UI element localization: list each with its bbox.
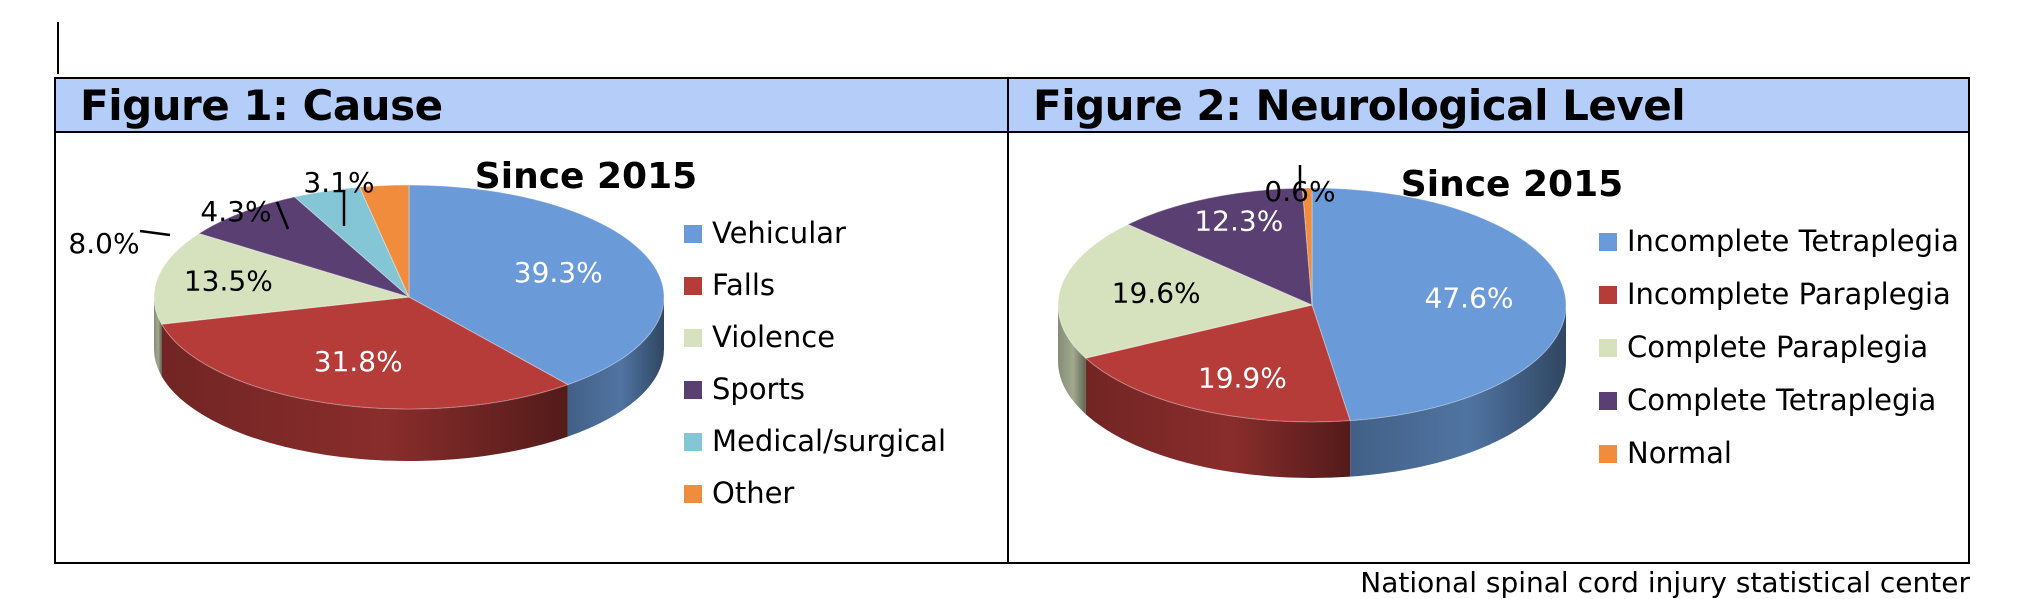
legend-label-violence: Violence [712, 320, 835, 354]
legend-label-incomplete-paraplegia: Incomplete Paraplegia [1627, 277, 1951, 311]
figure-1-chart-area: 39.3% 31.8% 13.5% 8.0% 4.3% 3.1% Since 2015 Veh… [56, 133, 1007, 562]
cause-pie-chart: 39.3% 31.8% 13.5% 8.0% 4.3% 3.1% Since 2015 Veh… [68, 156, 946, 510]
legend-swatch-sports [684, 381, 702, 399]
data-labels: 47.6% 19.9% 19.6% 12.3%0.6% [1112, 165, 1514, 394]
figure-1-panel: Figure 1: Cause 39.3% 31.8% 13.5% 8.0% 4.3% 3… [56, 79, 1009, 562]
data-label-vehicular: 39.3% [514, 256, 603, 289]
pie-slice-incomplete-tetraplegia [1311, 187, 1567, 422]
legend-label-complete-tetraplegia: Complete Tetraplegia [1627, 383, 1936, 417]
legend-swatch-normal [1599, 445, 1617, 463]
pie-slice-medical-surgical [293, 186, 410, 298]
legend: Vehicular Falls Violence Sports Medical/surg… [684, 216, 946, 510]
legend-swatch-incomplete-paraplegia [1599, 286, 1617, 304]
data-label-incomplete-tetraplegia: 47.6% [1425, 282, 1514, 315]
data-labels: 39.3% 31.8% 13.5% 8.0% 4.3% 3.1% [68, 166, 602, 378]
legend-label-medical-surgical: Medical/surgical [712, 424, 946, 458]
pie-slices [1057, 187, 1567, 423]
legend-swatch-incomplete-tetraplegia [1599, 233, 1617, 251]
pie-side-falls [161, 324, 568, 461]
text-cursor [57, 22, 59, 74]
pie-side-violence [154, 297, 162, 377]
pie-slice-complete-paraplegia [1057, 223, 1314, 359]
chart-title: Since 2015 [1401, 164, 1623, 205]
legend-swatch-medical-surgical [684, 433, 702, 451]
data-label-falls: 31.8% [314, 345, 403, 378]
neurological-level-pie-chart: 47.6%19.9%19.6%12.3%0.6% Since 2015Incomp… [1057, 164, 1959, 478]
legend-label-sports: Sports [712, 372, 805, 406]
pie-slice-complete-tetraplegia [1126, 187, 1313, 306]
legend-swatch-vehicular [684, 225, 702, 243]
data-label-medical-surgical: 4.3% [200, 195, 271, 228]
legend-label-incomplete-tetraplegia: Incomplete Tetraplegia [1627, 224, 1959, 258]
chart-title: Since 2015 [475, 156, 697, 197]
data-label-normal: 0.6% [1264, 175, 1335, 208]
source-credit: National spinal cord injury statistical … [1360, 566, 1970, 599]
pie-slice-violence [153, 232, 410, 325]
figure-2-panel: Figure 2: Neurological Level 47.6% 19.9% 1… [1009, 79, 1968, 562]
legend-swatch-violence [684, 329, 702, 347]
legend-label-other: Other [712, 476, 794, 510]
figure-2-chart-area: 47.6% 19.9% 19.6% 12.3% 0.6% Since 2015 Incomp… [1009, 133, 1968, 562]
pie-slice-incomplete-paraplegia [1084, 304, 1351, 423]
pie-side-vehicular [567, 297, 664, 437]
figures-table: Figure 1: Cause 39.3% 31.8% 13.5% 8.0% 4.3% 3… [54, 77, 1970, 564]
legend-swatch-falls [684, 277, 702, 295]
pie-slices [153, 184, 665, 410]
legend-swatch-complete-tetraplegia [1599, 392, 1617, 410]
data-label-incomplete-paraplegia: 19.9% [1198, 361, 1287, 394]
pie-slice-vehicular [408, 184, 665, 386]
data-label-other: 3.1% [303, 166, 374, 199]
legend-label-vehicular: Vehicular [712, 216, 846, 250]
data-label-complete-tetraplegia: 12.3% [1194, 204, 1283, 237]
legend-label-falls: Falls [712, 268, 775, 302]
leader-line-sports [139, 229, 171, 237]
pie-slice-other [358, 184, 410, 298]
pie-sides [154, 297, 664, 461]
data-label-violence: 13.5% [184, 265, 273, 298]
figure-1-header: Figure 1: Cause [56, 79, 1007, 133]
data-label-sports: 8.0% [68, 227, 139, 260]
pie-slice-falls [160, 296, 570, 410]
pie-sides [1058, 305, 1566, 478]
figure-2-header: Figure 2: Neurological Level [1009, 79, 1968, 133]
legend-swatch-complete-paraplegia [1599, 339, 1617, 357]
pie-side-incomplete-paraplegia [1085, 358, 1351, 478]
pie-side-incomplete-tetraplegia [1350, 305, 1566, 477]
pie-slice-sports [197, 196, 410, 298]
legend-label-complete-paraplegia: Complete Paraplegia [1627, 330, 1928, 364]
pie-slice-normal [1301, 187, 1313, 306]
legend-label-normal: Normal [1627, 436, 1732, 470]
pie-side-complete-paraplegia [1058, 305, 1086, 415]
leader-line-medical-surgical [275, 201, 290, 230]
legend-swatch-other [684, 485, 702, 503]
legend: Incomplete Tetraplegia Incomplete Paraple… [1599, 224, 1959, 470]
data-label-complete-paraplegia: 19.6% [1112, 277, 1201, 310]
